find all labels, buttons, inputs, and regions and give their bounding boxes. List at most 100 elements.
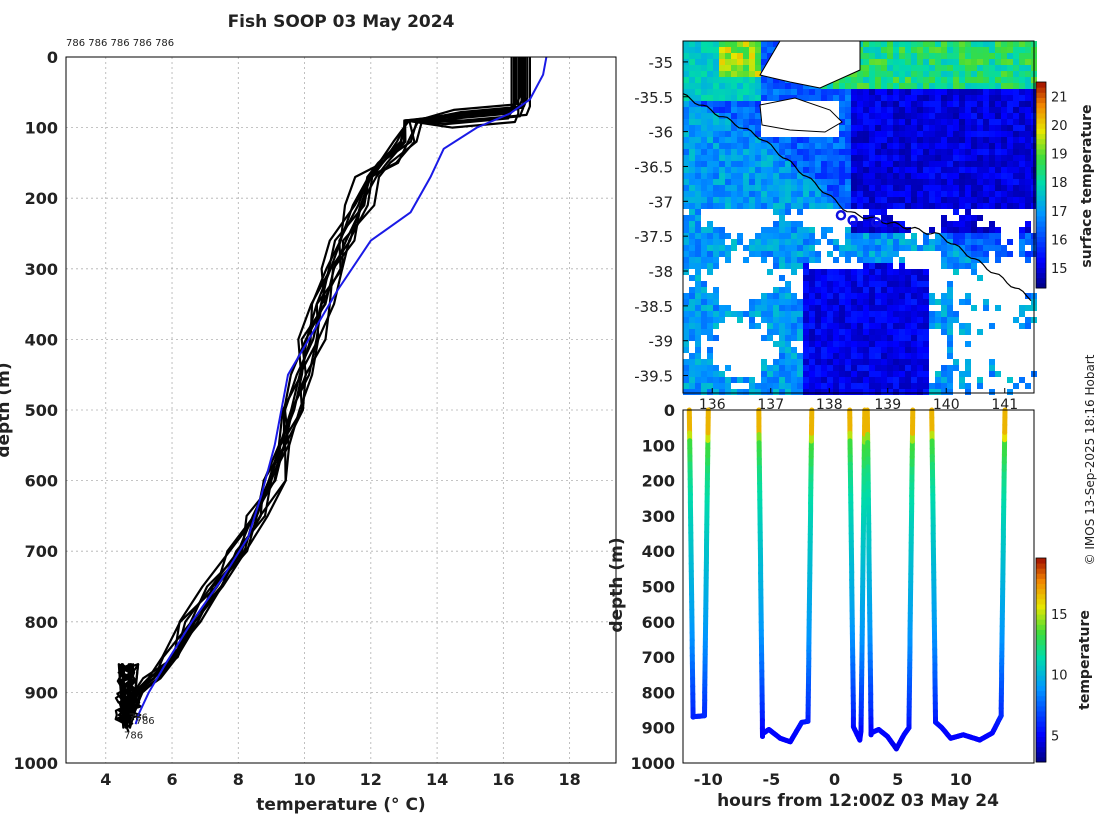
sst-cell xyxy=(995,107,1001,113)
sst-cell xyxy=(761,233,767,239)
temperature-colorbar-swatch xyxy=(1036,690,1046,697)
sst-cell xyxy=(773,77,779,83)
sst-cell xyxy=(887,293,893,299)
sst-cell xyxy=(707,83,713,89)
sst-cell xyxy=(701,173,707,179)
sst-cell xyxy=(731,245,737,251)
sst-cell xyxy=(857,365,863,371)
sst-cell xyxy=(965,389,971,395)
sst-cell xyxy=(695,227,701,233)
sst-cell xyxy=(899,53,905,59)
sst-cell xyxy=(821,335,827,341)
sst-cell xyxy=(749,131,755,137)
sst-cell xyxy=(785,383,791,389)
sst-cell xyxy=(755,65,761,71)
sst-cell xyxy=(683,83,689,89)
sst-cell xyxy=(749,251,755,257)
sst-cell xyxy=(833,353,839,359)
sst-cell xyxy=(809,167,815,173)
sst-cell xyxy=(917,377,923,383)
sst-cell xyxy=(983,119,989,125)
sst-cell xyxy=(743,389,749,395)
sst-cell xyxy=(863,371,869,377)
sst-cell xyxy=(683,101,689,107)
sst-cell xyxy=(713,371,719,377)
sst-cell xyxy=(911,113,917,119)
sst-cell xyxy=(875,281,881,287)
sst-cell xyxy=(749,167,755,173)
sst-cell xyxy=(899,95,905,101)
sst-cell xyxy=(797,209,803,215)
sst-cell xyxy=(923,299,929,305)
sst-cell xyxy=(1019,41,1025,47)
sst-cell xyxy=(683,161,689,167)
sst-cell xyxy=(881,173,887,179)
sst-cell xyxy=(917,203,923,209)
sst-cell xyxy=(743,197,749,203)
sst-cell xyxy=(1019,107,1025,113)
sst-cell xyxy=(863,119,869,125)
sst-cell xyxy=(893,299,899,305)
sst-cell xyxy=(767,47,773,53)
sst-cell xyxy=(869,353,875,359)
sst-cell xyxy=(767,179,773,185)
sst-cell xyxy=(767,155,773,161)
sst-cell xyxy=(755,161,761,167)
sst-cell xyxy=(1025,155,1031,161)
sst-cell xyxy=(977,185,983,191)
sst-cell xyxy=(953,77,959,83)
sst-cell xyxy=(785,251,791,257)
sst-cell xyxy=(821,353,827,359)
sst-cell xyxy=(935,383,941,389)
sst-cell xyxy=(941,185,947,191)
sst-cell xyxy=(959,323,965,329)
sst-cell xyxy=(869,287,875,293)
sst-cell xyxy=(905,143,911,149)
sst-cell xyxy=(995,227,1001,233)
sst-cell xyxy=(983,167,989,173)
sst-cell xyxy=(683,299,689,305)
sst-cell xyxy=(683,305,689,311)
sst-cell xyxy=(1007,389,1013,395)
sst-cell xyxy=(875,77,881,83)
sst-cell xyxy=(695,305,701,311)
sst-cell xyxy=(941,257,947,263)
sst-cell xyxy=(995,305,1001,311)
sst-cell xyxy=(941,167,947,173)
profile-y-tick-label: 300 xyxy=(25,260,58,279)
sst-cell xyxy=(1001,77,1007,83)
sst-cell xyxy=(761,293,767,299)
sst-cell xyxy=(1019,311,1025,317)
sst-cell xyxy=(761,389,767,395)
sst-cell xyxy=(953,107,959,113)
sst-cell xyxy=(689,257,695,263)
sst-cell xyxy=(983,233,989,239)
sst-cell xyxy=(731,185,737,191)
sst-cell xyxy=(869,53,875,59)
sst-cell xyxy=(749,95,755,101)
sst-cell xyxy=(989,227,995,233)
sst-cell xyxy=(875,191,881,197)
sst-cell xyxy=(845,185,851,191)
sst-cell xyxy=(839,281,845,287)
sst-cell xyxy=(869,89,875,95)
sst-cell xyxy=(713,335,719,341)
sst-cell xyxy=(893,359,899,365)
sst-cell xyxy=(971,47,977,53)
sst-cell xyxy=(923,155,929,161)
sst-cell xyxy=(803,269,809,275)
sst-cell xyxy=(965,167,971,173)
sst-cell xyxy=(899,89,905,95)
sst-cell xyxy=(767,185,773,191)
sst-cell xyxy=(899,275,905,281)
sst-cell xyxy=(971,113,977,119)
sst-cell xyxy=(875,53,881,59)
sst-cell xyxy=(719,203,725,209)
sst-cell xyxy=(863,167,869,173)
sst-cell xyxy=(737,47,743,53)
sst-cell xyxy=(803,239,809,245)
sst-cell xyxy=(875,113,881,119)
sst-cell xyxy=(761,377,767,383)
sst-cell xyxy=(821,167,827,173)
sst-cell xyxy=(959,125,965,131)
